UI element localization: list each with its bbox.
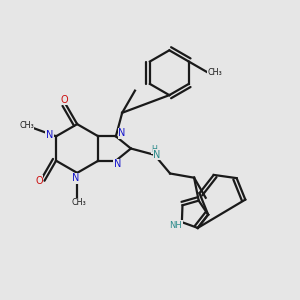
- Text: N: N: [72, 173, 80, 183]
- Text: N: N: [46, 130, 53, 140]
- Text: O: O: [35, 176, 43, 186]
- Text: N: N: [114, 159, 121, 169]
- Text: O: O: [60, 94, 68, 105]
- Text: CH₃: CH₃: [19, 121, 34, 130]
- Text: NH: NH: [169, 220, 182, 230]
- Text: N: N: [118, 128, 125, 138]
- Text: N: N: [153, 150, 160, 160]
- Text: H: H: [152, 145, 158, 154]
- Text: CH₃: CH₃: [71, 198, 86, 207]
- Text: CH₃: CH₃: [208, 68, 223, 77]
